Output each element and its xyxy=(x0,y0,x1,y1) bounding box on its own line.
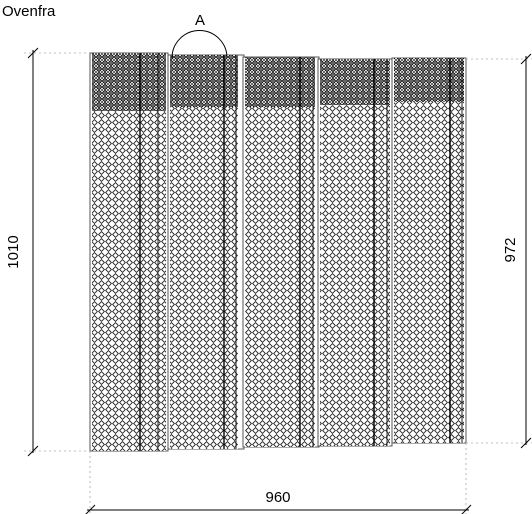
dimension-left: 1010 xyxy=(5,47,90,457)
detail-marker: A xyxy=(171,12,228,59)
panel-3 xyxy=(242,56,320,448)
detail-marker-label: A xyxy=(195,12,205,29)
detail-marker-arc xyxy=(171,30,228,59)
dimension-right: 972 xyxy=(466,53,532,449)
panel-2 xyxy=(167,54,245,450)
panel-4 xyxy=(317,58,393,447)
panels xyxy=(89,52,467,452)
dimension-left-value: 1010 xyxy=(5,235,22,268)
panel-5 xyxy=(391,57,467,444)
view-title: Ovenfra xyxy=(2,3,56,20)
panel-1 xyxy=(89,52,169,452)
dimension-right-value: 972 xyxy=(502,237,519,262)
dimension-bottom-value: 960 xyxy=(265,489,290,506)
dimension-bottom: 960 xyxy=(85,443,472,514)
